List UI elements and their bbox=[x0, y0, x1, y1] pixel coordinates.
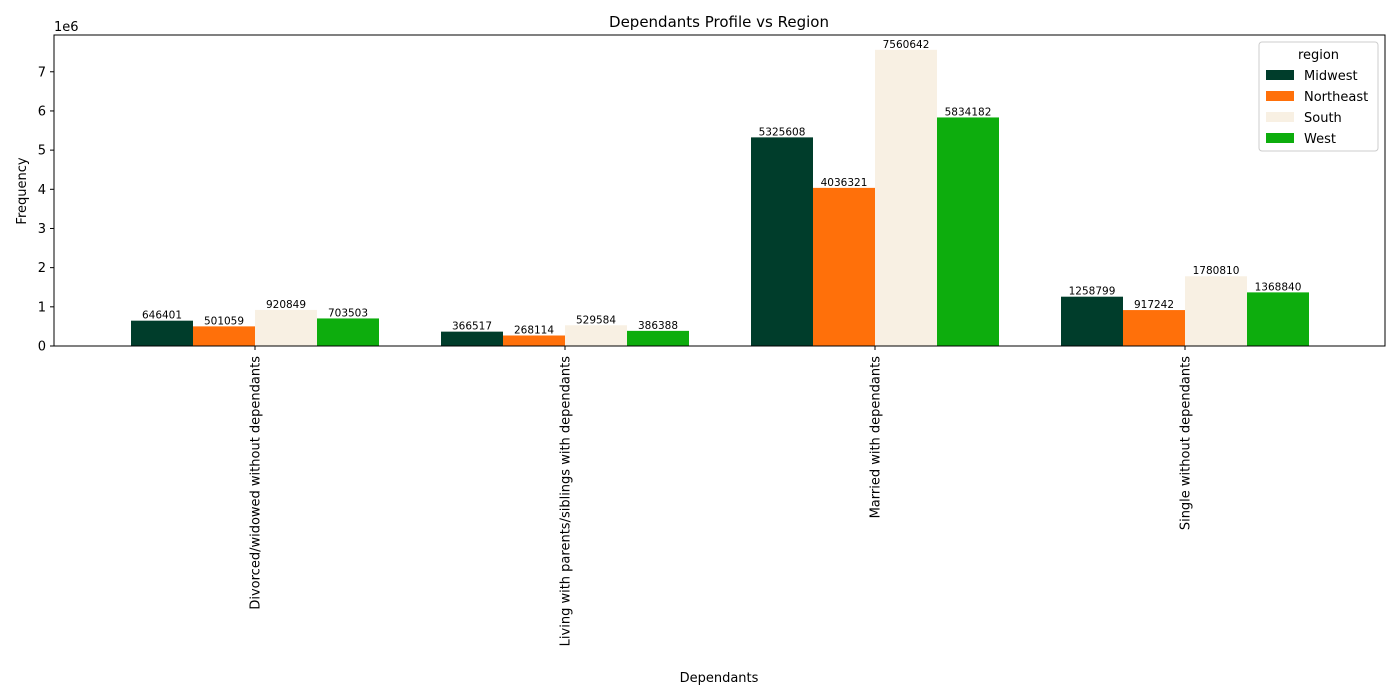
legend-title: region bbox=[1298, 48, 1339, 63]
data-label: 1368840 bbox=[1255, 281, 1302, 293]
data-label: 7560642 bbox=[883, 39, 930, 51]
y-offset-label: 1e6 bbox=[54, 20, 79, 35]
bar-west bbox=[937, 117, 999, 346]
data-label: 529584 bbox=[576, 314, 616, 326]
legend-swatch-northeast bbox=[1266, 91, 1294, 101]
legend-swatch-south bbox=[1266, 112, 1294, 122]
bar-west bbox=[1247, 292, 1309, 346]
data-label: 1780810 bbox=[1193, 265, 1240, 277]
legend-label-south: South bbox=[1304, 111, 1342, 126]
data-label: 366517 bbox=[452, 321, 492, 333]
x-tick-label: Living with parents/siblings with depend… bbox=[559, 356, 574, 647]
legend-label-northeast: Northeast bbox=[1304, 90, 1368, 105]
bar-northeast bbox=[503, 335, 565, 346]
bar-south bbox=[565, 325, 627, 346]
y-axis-label: Frequency bbox=[15, 157, 30, 224]
data-label: 5325608 bbox=[759, 126, 806, 138]
y-tick-label: 6 bbox=[38, 104, 46, 119]
data-label: 917242 bbox=[1134, 299, 1174, 311]
bar-west bbox=[317, 318, 379, 346]
bar-midwest bbox=[1061, 296, 1123, 346]
data-label: 703503 bbox=[328, 307, 368, 319]
bars-group bbox=[131, 49, 1309, 347]
y-tick-label: 2 bbox=[38, 261, 46, 276]
y-tick-label: 1 bbox=[38, 300, 46, 315]
y-tick-label: 4 bbox=[38, 183, 46, 198]
bar-northeast bbox=[813, 187, 875, 346]
legend: region Midwest Northeast South West bbox=[1258, 41, 1379, 152]
plot-frame bbox=[53, 34, 1386, 347]
bar-midwest bbox=[131, 320, 193, 346]
bar-midwest bbox=[751, 137, 813, 346]
y-tick-label: 3 bbox=[38, 222, 46, 237]
y-tick-label: 7 bbox=[38, 65, 46, 80]
x-axis-ticks: Divorced/widowed without dependants Livin… bbox=[249, 346, 1194, 646]
legend-label-west: West bbox=[1304, 132, 1336, 147]
legend-box bbox=[1258, 41, 1379, 152]
legend-swatch-west bbox=[1266, 133, 1294, 143]
data-label: 5834182 bbox=[945, 106, 992, 118]
bar-south bbox=[875, 49, 937, 347]
bar-south bbox=[1185, 276, 1247, 346]
data-label: 920849 bbox=[266, 299, 306, 311]
x-axis-label: Dependants bbox=[680, 671, 759, 686]
chart-title: Dependants Profile vs Region bbox=[609, 13, 829, 31]
data-label: 1258799 bbox=[1069, 286, 1116, 298]
data-label: 4036321 bbox=[821, 177, 868, 189]
x-tick-label: Married with dependants bbox=[869, 356, 884, 519]
bar-northeast bbox=[1123, 310, 1185, 346]
data-label: 268114 bbox=[514, 324, 554, 336]
y-tick-label: 5 bbox=[38, 144, 46, 159]
y-tick-label: 0 bbox=[38, 340, 46, 355]
data-label: 646401 bbox=[142, 310, 182, 322]
bar-west bbox=[627, 330, 689, 346]
bar-south bbox=[255, 309, 317, 346]
x-tick-label: Divorced/widowed without dependants bbox=[249, 356, 264, 610]
bar-northeast bbox=[193, 326, 255, 346]
x-tick-label: Single without dependants bbox=[1179, 356, 1194, 530]
value-labels-group: 646401 366517 5325608 1258799 501059 268114 40… bbox=[142, 39, 1301, 337]
data-label: 386388 bbox=[638, 320, 678, 332]
data-label: 501059 bbox=[204, 315, 244, 327]
legend-label-midwest: Midwest bbox=[1304, 69, 1358, 84]
y-axis-ticks: 0 1 2 3 4 5 6 7 bbox=[38, 65, 54, 355]
legend-swatch-midwest bbox=[1266, 70, 1294, 80]
bar-midwest bbox=[441, 331, 503, 346]
